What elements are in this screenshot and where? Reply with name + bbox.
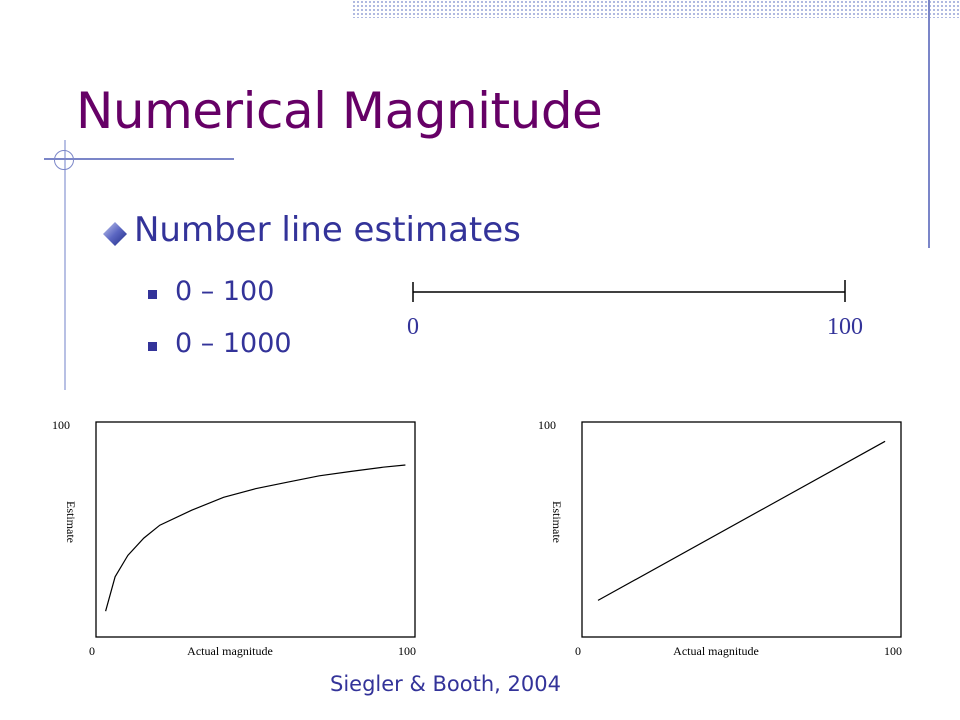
bullet-main-text: Number line estimates xyxy=(134,210,521,250)
x-tick-label: 0 xyxy=(89,644,95,658)
number-line-end-label: 100 xyxy=(827,314,863,340)
chart-0-100: 100 0 100 Actual magnitude Estimate xyxy=(50,410,470,670)
series-line xyxy=(105,464,406,612)
x-axis-label: Actual magnitude xyxy=(673,644,759,658)
x-axis-label: Actual magnitude xyxy=(187,644,273,658)
decorative-vertical-line-right xyxy=(928,0,930,248)
plot-frame xyxy=(581,421,902,638)
citation: Siegler & Booth, 2004 xyxy=(330,672,561,696)
number-line-start-label: 0 xyxy=(407,314,419,340)
slide-title: Numerical Magnitude xyxy=(76,82,603,140)
square-bullet-icon xyxy=(148,290,157,299)
decorative-vertical-line-left xyxy=(64,140,66,390)
y-tick-label: 100 xyxy=(538,418,556,432)
decorative-dot-band xyxy=(352,0,960,18)
sub-item-0-1000: 0 – 1000 xyxy=(175,328,292,359)
decorative-horizontal-line xyxy=(44,158,234,160)
x-tick-label: 0 xyxy=(575,644,581,658)
square-bullet-icon xyxy=(148,342,157,351)
y-tick-label: 100 xyxy=(52,418,70,432)
chart-0-1000: 100 0 100 Actual magnitude Estimate xyxy=(536,410,956,670)
chart-svg: 100 0 100 Actual magnitude Estimate xyxy=(52,418,416,658)
plot-frame xyxy=(95,421,416,638)
chart-svg: 100 0 100 Actual magnitude Estimate xyxy=(538,418,902,658)
series-line xyxy=(597,440,886,601)
y-axis-label: Estimate xyxy=(64,501,78,543)
x-tick-label: 100 xyxy=(884,644,902,658)
y-axis-label: Estimate xyxy=(550,501,564,543)
sub-item-0-100: 0 – 100 xyxy=(175,276,275,307)
decorative-circle xyxy=(54,150,74,170)
x-tick-label: 100 xyxy=(398,644,416,658)
